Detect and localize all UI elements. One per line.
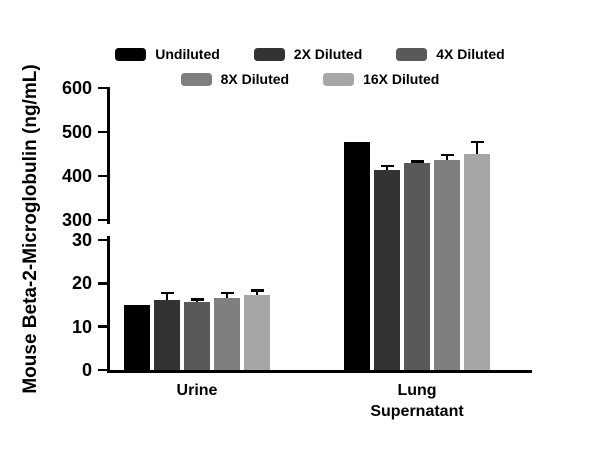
- error-bar-line-2x-diluted-lung-supernatant: [385, 165, 389, 170]
- error-bar-line-8x-diluted-urine: [225, 292, 229, 298]
- bar-4x-diluted-lung-supernatant: [404, 162, 430, 370]
- y-tick: [98, 130, 107, 134]
- error-bar-line-16x-diluted-lung-supernatant: [475, 142, 479, 154]
- legend-item-16x-diluted: 16X Diluted: [323, 71, 439, 87]
- y-tick-label: 600: [61, 78, 92, 98]
- legend-item-4x-diluted: 4X Diluted: [396, 46, 505, 62]
- legend-row: 8X Diluted 16X Diluted: [180, 71, 439, 87]
- error-bar-cap-16x-diluted-lung-supernatant: [470, 140, 484, 144]
- error-bar-line-2x-diluted-urine: [165, 292, 169, 300]
- legend-item-2x-diluted: 2X Diluted: [253, 46, 363, 62]
- bar-undiluted-lung-supernatant: [344, 142, 370, 370]
- legend-label: 2X Diluted: [293, 46, 363, 62]
- y-tick: [98, 282, 107, 285]
- y-tick-label: 400: [61, 166, 92, 186]
- bar-4x-diluted-urine: [184, 301, 210, 370]
- legend-row: Undiluted 2X Diluted 4X Diluted: [115, 46, 505, 62]
- x-category-label-urine: Urine: [176, 382, 218, 399]
- bar-undiluted-urine: [124, 305, 150, 370]
- y-tick: [98, 174, 107, 178]
- legend-swatch: [396, 47, 428, 61]
- error-bar-cap-4x-diluted-urine: [190, 298, 204, 301]
- error-bar-cap-4x-diluted-lung-supernatant: [410, 160, 424, 163]
- legend-item-8x-diluted: 8X Diluted: [180, 71, 290, 87]
- legend-item-undiluted: Undiluted: [115, 46, 220, 62]
- bar-2x-diluted-lung-supernatant: [374, 169, 400, 370]
- bar-8x-diluted-lung-supernatant: [434, 160, 460, 370]
- legend-label: Undiluted: [155, 46, 220, 62]
- legend-label: 8X Diluted: [220, 71, 290, 87]
- x-category-label-lung-supernatant: Lung Supernatant: [370, 382, 464, 420]
- bar-8x-diluted-urine: [214, 297, 240, 370]
- y-tick: [98, 238, 107, 242]
- y-tick-label: 20: [71, 273, 92, 294]
- x-axis-line: [107, 370, 532, 373]
- y-tick: [98, 218, 107, 222]
- legend: Undiluted 2X Diluted 4X Diluted 8X Diluted 1…: [90, 46, 530, 87]
- bar-16x-diluted-lung-supernatant: [464, 154, 490, 370]
- legend-swatch: [323, 72, 355, 86]
- legend-swatch: [253, 47, 285, 61]
- legend-label: 4X Diluted: [436, 46, 505, 62]
- error-bar-cap-16x-diluted-urine: [250, 289, 264, 292]
- y-tick-label: 500: [61, 122, 92, 142]
- y-tick-label: 10: [71, 316, 92, 337]
- error-bar-line-8x-diluted-lung-supernatant: [445, 154, 449, 161]
- y-axis-upper-segment: [107, 87, 110, 224]
- legend-label: 16X Diluted: [363, 71, 440, 87]
- bar-2x-diluted-urine: [154, 299, 180, 370]
- error-bar-cap-2x-diluted-lung-supernatant: [380, 164, 394, 168]
- error-bar-line-16x-diluted-urine: [255, 290, 259, 295]
- error-bar-cap-2x-diluted-urine: [160, 291, 174, 295]
- y-tick: [98, 86, 107, 90]
- bar-16x-diluted-urine: [244, 294, 270, 370]
- y-tick-label: 300: [61, 210, 92, 230]
- y-tick-label: 30: [71, 230, 92, 250]
- y-axis-lower-segment: [107, 236, 110, 373]
- y-tick: [98, 368, 107, 372]
- legend-swatch: [180, 72, 212, 86]
- y-tick: [98, 325, 107, 328]
- error-bar-cap-8x-diluted-lung-supernatant: [440, 153, 454, 157]
- error-bar-cap-8x-diluted-urine: [220, 291, 234, 295]
- legend-swatch: [115, 47, 147, 61]
- y-tick-label: 0: [81, 360, 92, 380]
